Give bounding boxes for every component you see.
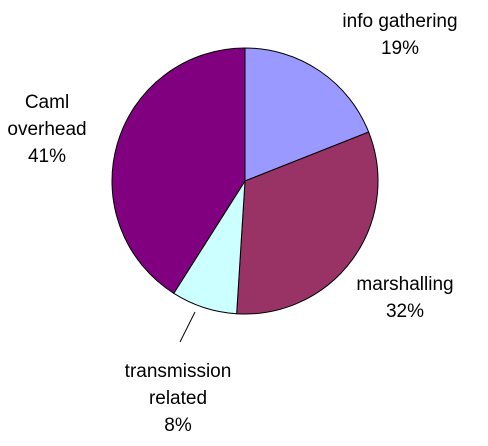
pie-slice <box>236 131 379 315</box>
slice-label: info gathering <box>342 11 457 32</box>
pie-slice <box>244 47 370 182</box>
slice-label: transmission <box>125 361 232 382</box>
slice-label: related <box>149 388 207 409</box>
value-label: 19% <box>381 38 419 59</box>
pie-slice <box>111 47 246 294</box>
value-label: 8% <box>164 415 192 436</box>
value-label: 32% <box>386 301 424 322</box>
slice-label: Caml <box>25 92 69 113</box>
leader-line <box>179 311 196 343</box>
value-label: 41% <box>28 146 66 167</box>
slice-label: marshalling <box>356 274 453 295</box>
slice-label: overhead <box>7 119 86 140</box>
